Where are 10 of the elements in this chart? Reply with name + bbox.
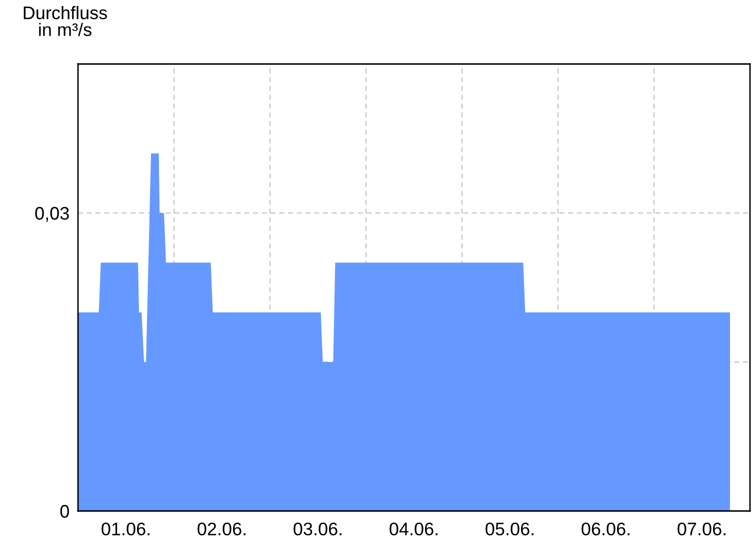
x-tick-label: 01.06. xyxy=(102,522,150,536)
y-axis-title: Durchfluss in m³/s xyxy=(24,6,107,36)
x-tick-label: 04.06. xyxy=(390,522,438,536)
x-tick-label: 05.06. xyxy=(486,522,534,536)
x-tick-label: 02.06. xyxy=(198,522,246,536)
y-tick-label: 0,03 xyxy=(35,206,69,222)
x-tick-label: 07.06. xyxy=(678,522,726,536)
x-tick-label: 03.06. xyxy=(294,522,342,536)
y-tick-label: 0 xyxy=(60,504,69,518)
x-tick-label: 06.06. xyxy=(582,522,630,536)
